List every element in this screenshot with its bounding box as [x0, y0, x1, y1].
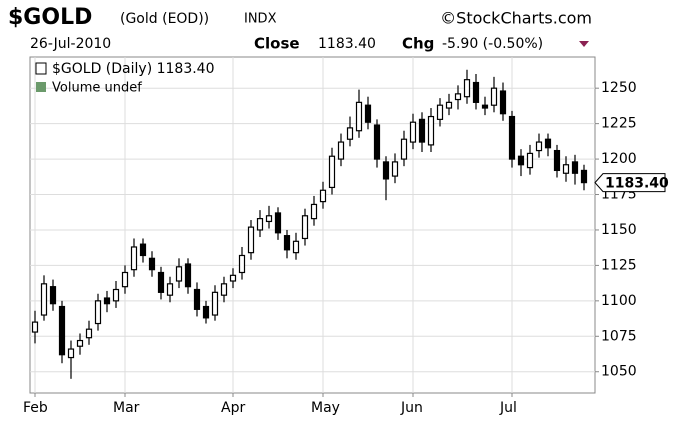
candle-body — [535, 141, 543, 152]
candle-body — [112, 288, 120, 302]
plot-frame — [29, 56, 596, 394]
candle-body — [121, 271, 129, 288]
y-tick-label: 1125 — [601, 257, 637, 273]
chart-subtitle: (Gold (EOD)) — [120, 11, 209, 27]
y-tick-label: 1150 — [601, 222, 637, 238]
close-label: Close — [254, 35, 300, 53]
x-tick-label: Jun — [400, 400, 423, 416]
candle-body — [319, 189, 327, 203]
candle-body — [508, 115, 516, 160]
candle-body — [409, 121, 417, 143]
candle-body — [562, 164, 570, 174]
chart-title: $GOLD — [8, 5, 92, 30]
candle-body — [427, 115, 435, 146]
close-value: 1183.40 — [318, 36, 376, 52]
candle-body — [283, 235, 291, 251]
candle-body — [247, 226, 255, 254]
candle-body — [148, 257, 156, 271]
candle-body — [463, 79, 471, 98]
last-price-label: 1183.40 — [605, 176, 669, 192]
x-tick-label: Apr — [221, 400, 245, 416]
x-tick-label: Mar — [113, 400, 140, 416]
candle-body — [346, 127, 354, 140]
candle-body — [517, 155, 525, 166]
down-arrow — [579, 41, 589, 47]
candle-body — [157, 271, 165, 293]
candle-body — [274, 212, 282, 234]
exchange: INDX — [244, 12, 277, 27]
candle-body — [166, 283, 174, 296]
candle-body — [544, 138, 552, 149]
y-tick-label: 1075 — [601, 328, 637, 344]
y-tick-label: 1200 — [601, 151, 637, 167]
legend-volume: Volume undef — [52, 81, 142, 96]
candle-body — [184, 263, 192, 288]
credit: ©StockCharts.com — [440, 9, 592, 28]
candle-body — [265, 215, 273, 223]
candle-body — [436, 104, 444, 120]
candle-body — [400, 138, 408, 160]
candle-body — [490, 87, 498, 106]
candle-body — [229, 274, 237, 282]
candle-body — [76, 339, 84, 347]
y-tick-label: 1050 — [601, 364, 637, 380]
candle-body — [481, 104, 489, 109]
y-tick-label: 1100 — [601, 293, 637, 309]
candle-body — [472, 81, 480, 103]
date: 26-Jul-2010 — [30, 36, 111, 52]
y-tick-label: 1225 — [601, 116, 637, 132]
candle-body — [553, 149, 561, 172]
candle-body — [220, 283, 228, 296]
x-tick-label: Feb — [23, 400, 48, 416]
candle-body — [310, 203, 318, 220]
candle-body — [445, 101, 453, 109]
legend-icon — [35, 62, 47, 75]
candle-body — [301, 215, 309, 240]
last-price-tag — [594, 173, 666, 193]
x-tick-label: May — [311, 400, 340, 416]
candle-body — [175, 266, 183, 282]
chg-value: -5.90 (-0.50%) — [442, 36, 543, 52]
candle-body — [454, 93, 462, 101]
candle-body — [256, 218, 264, 231]
candle-body — [40, 283, 48, 316]
volume-icon — [36, 82, 46, 92]
candle-body — [364, 104, 372, 123]
candle-body — [130, 246, 138, 271]
candle-body — [499, 90, 507, 115]
candle-body — [382, 161, 390, 180]
candle-body — [373, 124, 381, 160]
candle-body — [31, 321, 39, 333]
candle-body — [58, 305, 66, 356]
candle-body — [85, 328, 93, 339]
candle-body — [526, 152, 534, 169]
candle-body — [418, 118, 426, 143]
candle-body — [337, 141, 345, 160]
candle-body — [328, 155, 336, 189]
candle-body — [67, 348, 75, 359]
candle-body — [391, 161, 399, 177]
candle-body — [292, 240, 300, 254]
candle-body — [94, 300, 102, 325]
x-tick-label: Jul — [499, 400, 517, 416]
candle-body — [238, 254, 246, 274]
candle-body — [103, 297, 111, 305]
candle-body — [49, 286, 57, 305]
candle-body — [580, 169, 588, 184]
legend-series: $GOLD (Daily) 1183.40 — [52, 61, 215, 77]
y-tick-label: 1250 — [601, 80, 637, 96]
candle-body — [355, 101, 363, 132]
candle-body — [202, 305, 210, 319]
candle-body — [211, 291, 219, 316]
candle-body — [139, 243, 147, 257]
chg-label: Chg — [402, 35, 434, 53]
candle-body — [571, 161, 579, 174]
candle-body — [193, 288, 201, 310]
